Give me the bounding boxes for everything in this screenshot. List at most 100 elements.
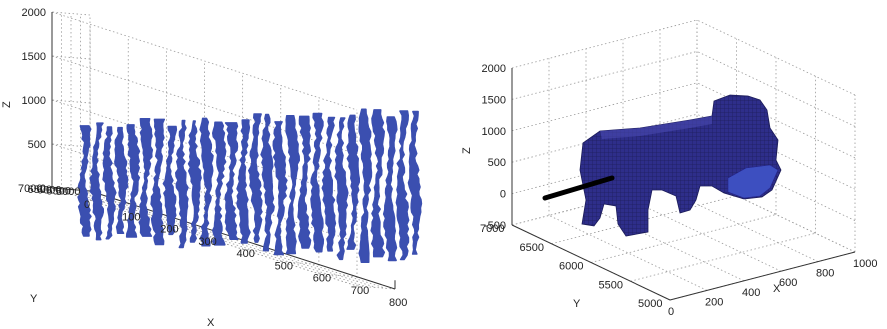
left-point-strip [224, 122, 239, 240]
right-x-tick-label: 400 [742, 287, 760, 299]
left-point-strip [272, 121, 288, 256]
left-point-strip [310, 112, 325, 253]
left-x-tick-label: 200 [160, 224, 178, 236]
right-x-tick-label: 1000 [853, 258, 877, 270]
right-y-tick-label: 5500 [599, 279, 623, 291]
right-y-axis-label: Y [573, 298, 581, 310]
left-point-strip [162, 125, 178, 236]
left-grid-line [51, 55, 358, 155]
right-grid-line [696, 113, 856, 190]
left-x-axis-label: X [207, 317, 215, 329]
left-point-strip [321, 116, 337, 252]
left-x-tick-label: 0 [84, 199, 90, 211]
right-z-tick-label: 500 [488, 157, 506, 169]
left-point-strip [297, 115, 312, 249]
left-point-strip [212, 121, 227, 246]
right-grid-line [622, 195, 782, 272]
left-point-strip [175, 119, 189, 249]
right-x-tick-label: 0 [668, 306, 674, 318]
left-x-tick-label: 800 [389, 297, 407, 309]
left-x-tick-label: 700 [351, 285, 369, 297]
left-point-strip [395, 110, 410, 261]
left-point-strip [407, 110, 423, 255]
left-z-tick-label: 1000 [22, 95, 46, 107]
left-y-tick-label: 7000 [18, 183, 42, 195]
right-grid-line [696, 51, 856, 127]
right-axis-edge [511, 224, 671, 301]
left-grid-line [51, 143, 358, 243]
right-3d-plot: 0200400600800100050005500600065007000-50… [461, 19, 877, 318]
left-z-axis-label: Z [1, 101, 13, 108]
left-point-strip [89, 122, 104, 241]
right-z-tick-label: -500 [484, 220, 506, 232]
right-y-tick-label: 7000 [480, 223, 504, 235]
left-point-strip [382, 116, 398, 262]
left-x-tick-label: 100 [122, 211, 140, 223]
right-y-tick-label: 6000 [559, 261, 583, 273]
right-voxel-top-face [600, 116, 712, 139]
left-3d-plot: 0100200300400500600700800500055006000650… [1, 7, 423, 329]
right-x-tick-label: 600 [779, 277, 797, 289]
left-point-strip [102, 126, 117, 240]
left-y-tick-label: 6000 [37, 185, 61, 197]
left-point-strip [236, 119, 251, 244]
left-point-strip [77, 125, 92, 237]
right-grid-line [511, 51, 698, 100]
right-grid-line [585, 205, 745, 282]
left-y-axis-label: Y [30, 293, 38, 305]
right-z-tick-label: 0 [500, 189, 506, 201]
right-axis-edge [669, 251, 856, 301]
left-point-strip [150, 118, 165, 246]
right-grid-line [696, 19, 856, 96]
left-point-strip [114, 126, 129, 234]
left-z-tick-label: 2000 [22, 7, 46, 19]
right-grid-line [548, 215, 708, 291]
left-y-tick-label: 5000 [56, 186, 80, 198]
right-z-tick-label: 1000 [482, 126, 506, 138]
left-x-tick-label: 500 [275, 260, 293, 272]
right-y-tick-label: 6500 [520, 242, 544, 254]
right-z-axis-label: Z [461, 147, 473, 154]
right-voxel-highlight [727, 164, 779, 199]
left-x-tick-label: 400 [237, 248, 255, 260]
left-tick-labels: 0100200300400500600700800500055006000650… [18, 7, 407, 309]
left-point-strip [370, 109, 386, 258]
right-y-tick-label: 5000 [638, 298, 662, 310]
left-y-tick-label: 6500 [28, 184, 52, 196]
left-z-tick-label: 0 [40, 183, 46, 195]
right-tick-labels: 0200400600800100050005500600065007000-50… [480, 63, 877, 318]
right-grid-line [511, 19, 698, 69]
left-point-strip [199, 117, 214, 247]
left-point-strip [358, 108, 373, 263]
left-x-tick-label: 300 [198, 236, 216, 248]
left-x-tick-label: 600 [313, 273, 331, 285]
left-point-strip [248, 113, 263, 243]
left-z-tick-label: 500 [28, 139, 46, 151]
right-grid-line [630, 232, 816, 282]
right-grid-line [696, 145, 856, 221]
right-z-tick-label: 1500 [482, 94, 506, 106]
left-point-cloud [77, 108, 423, 263]
right-voxel-body [579, 94, 782, 237]
left-point-strip [125, 124, 141, 238]
left-point-strip [346, 114, 360, 250]
left-point-strip [285, 115, 300, 255]
right-grid-line [696, 176, 856, 253]
left-point-strip [187, 120, 202, 243]
left-grid-line [51, 11, 91, 16]
right-x-tick-label: 200 [705, 296, 723, 308]
right-axes-frame [511, 68, 856, 301]
left-point-strip [260, 113, 275, 252]
right-grid-line [659, 186, 819, 262]
right-voxel-model [542, 94, 782, 237]
right-x-tick-label: 800 [816, 268, 834, 280]
right-grid-line [696, 82, 856, 159]
right-z-tick-label: 2000 [482, 63, 506, 75]
left-point-strip [334, 117, 349, 261]
right-black-rod [542, 175, 615, 201]
right-x-axis-label: X [773, 283, 781, 295]
left-y-tick-label: 5500 [47, 185, 71, 197]
left-grid-line [51, 11, 358, 111]
left-point-strip [138, 118, 154, 237]
